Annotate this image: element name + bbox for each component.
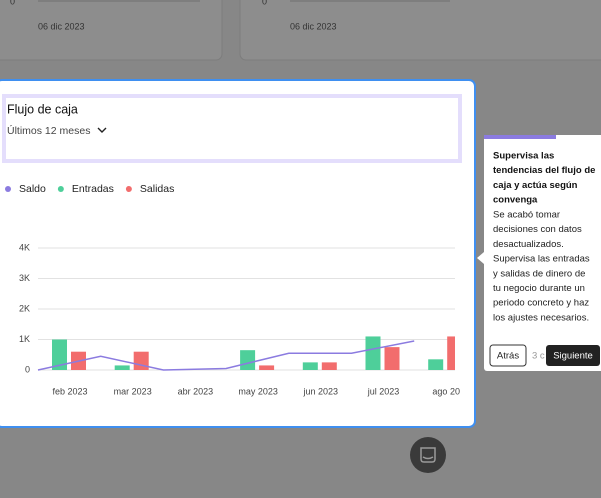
y-tick-label: 3K <box>19 273 30 283</box>
x-tick-label: mar 2023 <box>114 386 152 396</box>
bar <box>133 351 149 370</box>
next-button[interactable] <box>546 345 600 366</box>
bar <box>428 359 444 370</box>
bar <box>52 339 67 370</box>
y-tick-label: 1K <box>19 334 30 344</box>
x-tick-label: jun 2023 <box>303 386 339 396</box>
bg-date: 06 dic 2023 <box>290 21 337 31</box>
plot <box>37 336 455 371</box>
tooltip-body: Se acabó tomar <box>493 210 560 221</box>
bar <box>259 365 275 370</box>
saldo-line <box>37 340 415 371</box>
tooltip-text: Supervisa las tendencias del flujo de caja… <box>493 151 595 324</box>
tooltip-title: caja y actúa según <box>493 180 578 191</box>
tooltip-body: los ajustes necesarios. <box>493 312 589 323</box>
legend-label: Saldo <box>19 183 46 195</box>
legend-label: Entradas <box>72 183 114 195</box>
bg-date: 06 dic 2023 <box>38 21 85 31</box>
back-button[interactable] <box>489 344 527 367</box>
x-tick-label: feb 2023 <box>52 386 87 396</box>
tooltip-body: periodo concreto y haz <box>493 298 589 309</box>
tooltip-title: convenga <box>493 195 538 206</box>
tooltip-body: Supervisa las entradas <box>493 254 590 265</box>
x-tick-label: abr 2023 <box>178 386 214 396</box>
bar <box>447 336 455 370</box>
y-tick-label: 0 <box>25 364 30 374</box>
next-label[interactable]: Siguiente <box>553 351 593 362</box>
bar <box>302 362 318 370</box>
x-tick-label: may 2023 <box>238 386 278 396</box>
tooltip <box>484 135 601 371</box>
chat-icon[interactable] <box>420 447 436 463</box>
chevron[interactable] <box>97 127 107 133</box>
card <box>0 79 476 428</box>
highlight <box>2 94 462 163</box>
bar <box>114 365 130 370</box>
chat-button[interactable] <box>410 437 446 473</box>
bar <box>240 350 256 370</box>
bg-card <box>0 0 223 61</box>
legend-label: Salidas <box>140 183 174 195</box>
tooltip-body: tu negocio durante un <box>493 283 585 294</box>
x-tick-label: jul 2023 <box>367 386 400 396</box>
bar <box>365 336 381 370</box>
bg-card <box>239 0 601 61</box>
tooltip-title: tendencias del flujo de <box>493 165 595 176</box>
legend-dot <box>125 186 132 192</box>
tooltip-body: desactualizados. <box>493 239 564 250</box>
y-tick-label: 4K <box>19 242 30 252</box>
bg-tick: 0 <box>262 0 267 6</box>
bar <box>321 362 337 370</box>
tooltip-arrow <box>477 252 484 264</box>
bar <box>384 347 400 370</box>
back-label[interactable]: Atrás <box>497 351 519 362</box>
legend-dot <box>57 186 64 192</box>
tooltip-title: Supervisa las <box>493 151 554 162</box>
chart: Saldo Entradas Salidas 0 1K 2K 3K 4K feb 2023 mar… <box>5 183 460 396</box>
x-tick-label: ago 20 <box>432 386 460 396</box>
legend-dot <box>5 186 11 192</box>
step: 3 c <box>532 351 545 362</box>
tooltip-body: y salidas de dinero de <box>493 268 585 279</box>
period-select[interactable]: Últimos 12 meses <box>7 124 90 137</box>
y-tick-label: 2K <box>19 303 30 313</box>
card-title: Flujo de caja <box>7 102 78 116</box>
bg-tick: 0 <box>10 0 15 6</box>
tooltip-body: decisiones con datos <box>493 224 582 235</box>
progress <box>484 135 556 139</box>
